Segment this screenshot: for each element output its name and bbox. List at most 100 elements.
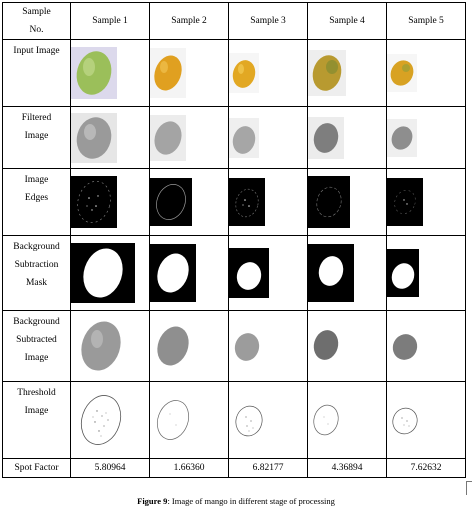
mango-subtracted-image (81, 321, 121, 371)
cell-edges-1 (70, 168, 150, 236)
mango-mask-image (229, 248, 269, 298)
cell-threshold-4 (307, 381, 387, 459)
mango-input-image (229, 53, 259, 93)
cell-edges-3 (228, 168, 308, 236)
cell-mask-5 (386, 235, 466, 311)
cell-mask-1 (70, 235, 150, 311)
row-input-image: Input Image (2, 39, 466, 107)
page-corner-mark (466, 481, 472, 495)
header-row: Sample No. Sample 1 Sample 2 Sample 3 Sa… (2, 2, 466, 40)
cell-filtered-4 (307, 106, 387, 169)
cell-filtered-3 (228, 106, 308, 169)
mango-edges-image (308, 176, 350, 228)
cell-input-3 (228, 39, 308, 107)
row-background-subtraction-mask: Background Subtraction Mask (2, 235, 466, 311)
cell-mask-3 (228, 235, 308, 311)
label-image-edges: Image Edges (2, 168, 71, 236)
label-line: Input Image (13, 46, 60, 56)
mango-threshold-image (313, 404, 339, 436)
mango-subtracted-image (234, 333, 260, 361)
spot-factor-value-4: 4.36894 (307, 458, 387, 478)
cell-filtered-2 (149, 106, 229, 169)
cell-edges-4 (307, 168, 387, 236)
label-line: Image (24, 406, 49, 416)
mango-mask-image (71, 243, 135, 303)
cell-subtracted-5 (386, 310, 466, 382)
cell-subtracted-3 (228, 310, 308, 382)
mango-threshold-image (392, 407, 418, 435)
header-sample-line2: No. (29, 25, 44, 35)
label-line: Subtracted (16, 335, 57, 345)
spot-factor-value-1: 5.80964 (70, 458, 150, 478)
mango-input-image (150, 48, 186, 98)
mango-filtered-image (229, 117, 259, 158)
mango-mask-image (387, 249, 419, 297)
label-spot-factor: Spot Factor (2, 458, 71, 478)
header-sample-1: Sample 1 (70, 2, 150, 40)
spot-factor-value-3: 6.82177 (228, 458, 308, 478)
label-line: Image (24, 131, 49, 141)
row-filtered-image: Filtered Image (2, 106, 466, 169)
label-line: Filtered (21, 113, 52, 123)
cell-input-1 (70, 39, 150, 107)
cell-threshold-3 (228, 381, 308, 459)
cell-input-4 (307, 39, 387, 107)
header-sample-3: Sample 3 (228, 2, 308, 40)
header-sample-4: Sample 4 (307, 2, 387, 40)
mango-subtracted-image (313, 330, 339, 360)
row-background-subtracted-image: Background Subtracted Image (2, 310, 466, 382)
label-input-image: Input Image (2, 39, 71, 107)
mango-threshold-image (80, 395, 122, 445)
label-line: Mask (25, 278, 48, 288)
mango-processing-table: Sample No. Sample 1 Sample 2 Sample 3 Sa… (2, 2, 466, 478)
label-line: Subtraction (14, 260, 59, 270)
mango-input-image (71, 47, 117, 99)
mango-input-image (387, 54, 417, 92)
cell-filtered-1 (70, 106, 150, 169)
label-line: Background (13, 242, 60, 252)
mango-edges-image (71, 176, 117, 228)
mango-mask-image (150, 244, 196, 302)
cell-threshold-1 (70, 381, 150, 459)
mango-input-image (308, 50, 346, 96)
mango-threshold-image (235, 405, 263, 437)
label-threshold-image: Threshold Image (2, 381, 71, 459)
row-image-edges: Image Edges (2, 168, 466, 236)
header-sample-2: Sample 2 (149, 2, 229, 40)
cell-threshold-5 (386, 381, 466, 459)
label-line: Image (24, 353, 49, 363)
mango-filtered-image (71, 112, 117, 163)
mango-edges-image (229, 178, 265, 226)
figure-caption-text: : Image of mango in different stage of p… (167, 496, 335, 506)
cell-subtracted-4 (307, 310, 387, 382)
cell-edges-2 (149, 168, 229, 236)
label-line: Threshold (17, 388, 56, 398)
cell-mask-4 (307, 235, 387, 311)
row-threshold-image: Threshold Image (2, 381, 466, 459)
figure-number: Figure 9 (137, 496, 168, 506)
mango-mask-image (308, 244, 354, 302)
label-line: Image (24, 175, 49, 185)
cell-subtracted-2 (149, 310, 229, 382)
cell-subtracted-1 (70, 310, 150, 382)
header-sample-5: Sample 5 (386, 2, 466, 40)
figure-caption: Figure 9: Image of mango in different st… (0, 496, 472, 506)
header-sample-no: Sample No. (2, 2, 71, 40)
mango-filtered-image (387, 118, 417, 157)
header-sample-line1: Sample (22, 7, 51, 17)
spot-factor-value-5: 7.62632 (386, 458, 466, 478)
mango-subtracted-image (157, 326, 189, 366)
mango-threshold-image (156, 400, 190, 440)
mango-subtracted-image (392, 334, 418, 360)
cell-input-5 (386, 39, 466, 107)
label-background-subtracted-image: Background Subtracted Image (2, 310, 71, 382)
cell-threshold-2 (149, 381, 229, 459)
label-line: Background (13, 317, 60, 327)
spot-factor-value-2: 1.66360 (149, 458, 229, 478)
mango-filtered-image (308, 116, 344, 159)
mango-edges-image (387, 178, 423, 226)
label-filtered-image: Filtered Image (2, 106, 71, 169)
cell-mask-2 (149, 235, 229, 311)
label-background-subtraction-mask: Background Subtraction Mask (2, 235, 71, 311)
mango-filtered-image (150, 114, 186, 161)
